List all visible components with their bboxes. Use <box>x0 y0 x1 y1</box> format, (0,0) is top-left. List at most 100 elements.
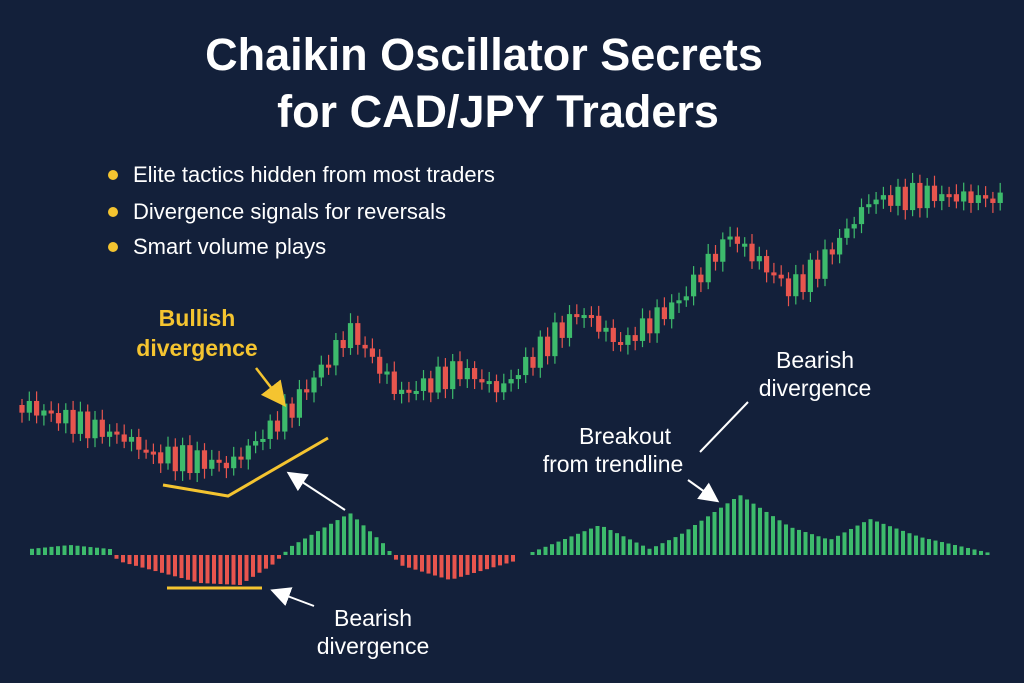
histogram-bar <box>498 555 502 566</box>
histogram-bar <box>829 539 834 555</box>
candle-body <box>574 314 580 318</box>
histogram-bar <box>940 542 944 555</box>
candle-body <box>545 336 551 357</box>
candle-body <box>216 459 222 463</box>
candle-body <box>829 249 835 255</box>
annotation: from trendline <box>543 451 684 477</box>
histogram-bar <box>810 534 814 555</box>
histogram-bar <box>589 528 593 555</box>
histogram-bar <box>790 527 795 555</box>
histogram-bar <box>69 545 73 555</box>
histogram-bar <box>238 555 242 585</box>
histogram-bar <box>927 539 931 555</box>
histogram-bar <box>959 546 964 555</box>
candle-body <box>143 449 149 453</box>
candle-body <box>420 378 427 391</box>
histogram-bar <box>621 536 626 555</box>
histogram-bar <box>114 555 119 559</box>
histogram-bar <box>199 555 203 584</box>
candle-body <box>172 446 178 472</box>
histogram-bar <box>875 521 879 555</box>
candle-body <box>158 452 164 464</box>
histogram-bar <box>660 543 665 555</box>
histogram-bar <box>62 545 67 555</box>
candle-body <box>720 239 726 262</box>
bullet-dot <box>108 170 118 180</box>
histogram-bar <box>478 555 483 572</box>
candles <box>19 172 1003 483</box>
candle-body <box>910 182 916 211</box>
histogram-bar <box>179 555 184 579</box>
candle-body <box>355 323 361 345</box>
histogram-bar <box>979 550 983 555</box>
histogram-bar <box>413 555 418 570</box>
histogram-bar <box>920 537 925 555</box>
candle-body <box>712 253 719 262</box>
histogram-bar <box>868 519 873 555</box>
histogram-bar <box>166 555 171 575</box>
histogram-bar <box>374 537 379 555</box>
candle-body <box>223 462 229 469</box>
histogram-bar <box>322 527 327 555</box>
histogram-bar <box>218 555 223 585</box>
histogram-bar <box>225 555 229 585</box>
histogram-bar <box>985 552 990 555</box>
candle-body <box>399 389 405 394</box>
annotation: Bearish <box>334 605 412 631</box>
candle-body <box>282 403 288 432</box>
candle-body <box>377 356 383 374</box>
histogram-bar <box>582 531 587 555</box>
histogram-bar <box>49 546 54 555</box>
histogram-bar <box>186 555 190 580</box>
histogram-bar <box>504 555 509 564</box>
candle-body <box>136 436 142 450</box>
candle-body <box>479 379 485 383</box>
histogram-bar <box>270 555 275 565</box>
candle-body <box>530 356 536 368</box>
histogram-bar <box>368 531 372 555</box>
candle-body <box>691 274 697 297</box>
candle-body <box>764 256 770 273</box>
histogram-bar <box>953 545 957 555</box>
histogram-bar <box>543 546 548 555</box>
histogram-bar <box>420 555 424 572</box>
annotation: Bearish <box>776 347 854 373</box>
candle-body <box>333 340 339 366</box>
histogram-bar <box>192 555 197 582</box>
candle-body <box>895 186 901 206</box>
candle-body <box>785 278 792 297</box>
candle-body <box>457 361 463 380</box>
candle-body <box>676 300 682 304</box>
histogram-bar <box>439 555 444 578</box>
candle-body <box>486 381 492 385</box>
candle-body <box>807 259 813 293</box>
histogram-bar <box>309 534 314 555</box>
histogram-bar <box>862 522 866 555</box>
candle-body <box>128 436 135 442</box>
histogram-bar <box>550 544 554 555</box>
candle-body <box>369 348 375 357</box>
histogram-bar <box>855 525 860 555</box>
candle-body <box>742 243 748 247</box>
candle-body <box>464 368 470 380</box>
candle-body <box>961 191 967 202</box>
histogram-bar <box>485 555 489 570</box>
histogram-bar <box>654 546 658 555</box>
candle-body <box>347 323 354 349</box>
histogram-bar <box>511 555 515 562</box>
candle-body <box>537 336 543 368</box>
histogram-bar <box>680 533 684 555</box>
candle-body <box>289 403 295 418</box>
candle-body <box>63 409 69 424</box>
candle-body <box>953 194 959 202</box>
candle-body <box>70 409 76 434</box>
candle-body <box>19 405 25 413</box>
candle-body <box>647 318 653 334</box>
candle-body <box>559 322 565 338</box>
histogram-bar <box>147 555 151 570</box>
candle-body <box>260 438 266 442</box>
title-line: Chaikin Oscillator Secrets <box>205 29 763 80</box>
histogram-bar <box>849 528 853 555</box>
histogram-bar <box>30 548 34 555</box>
